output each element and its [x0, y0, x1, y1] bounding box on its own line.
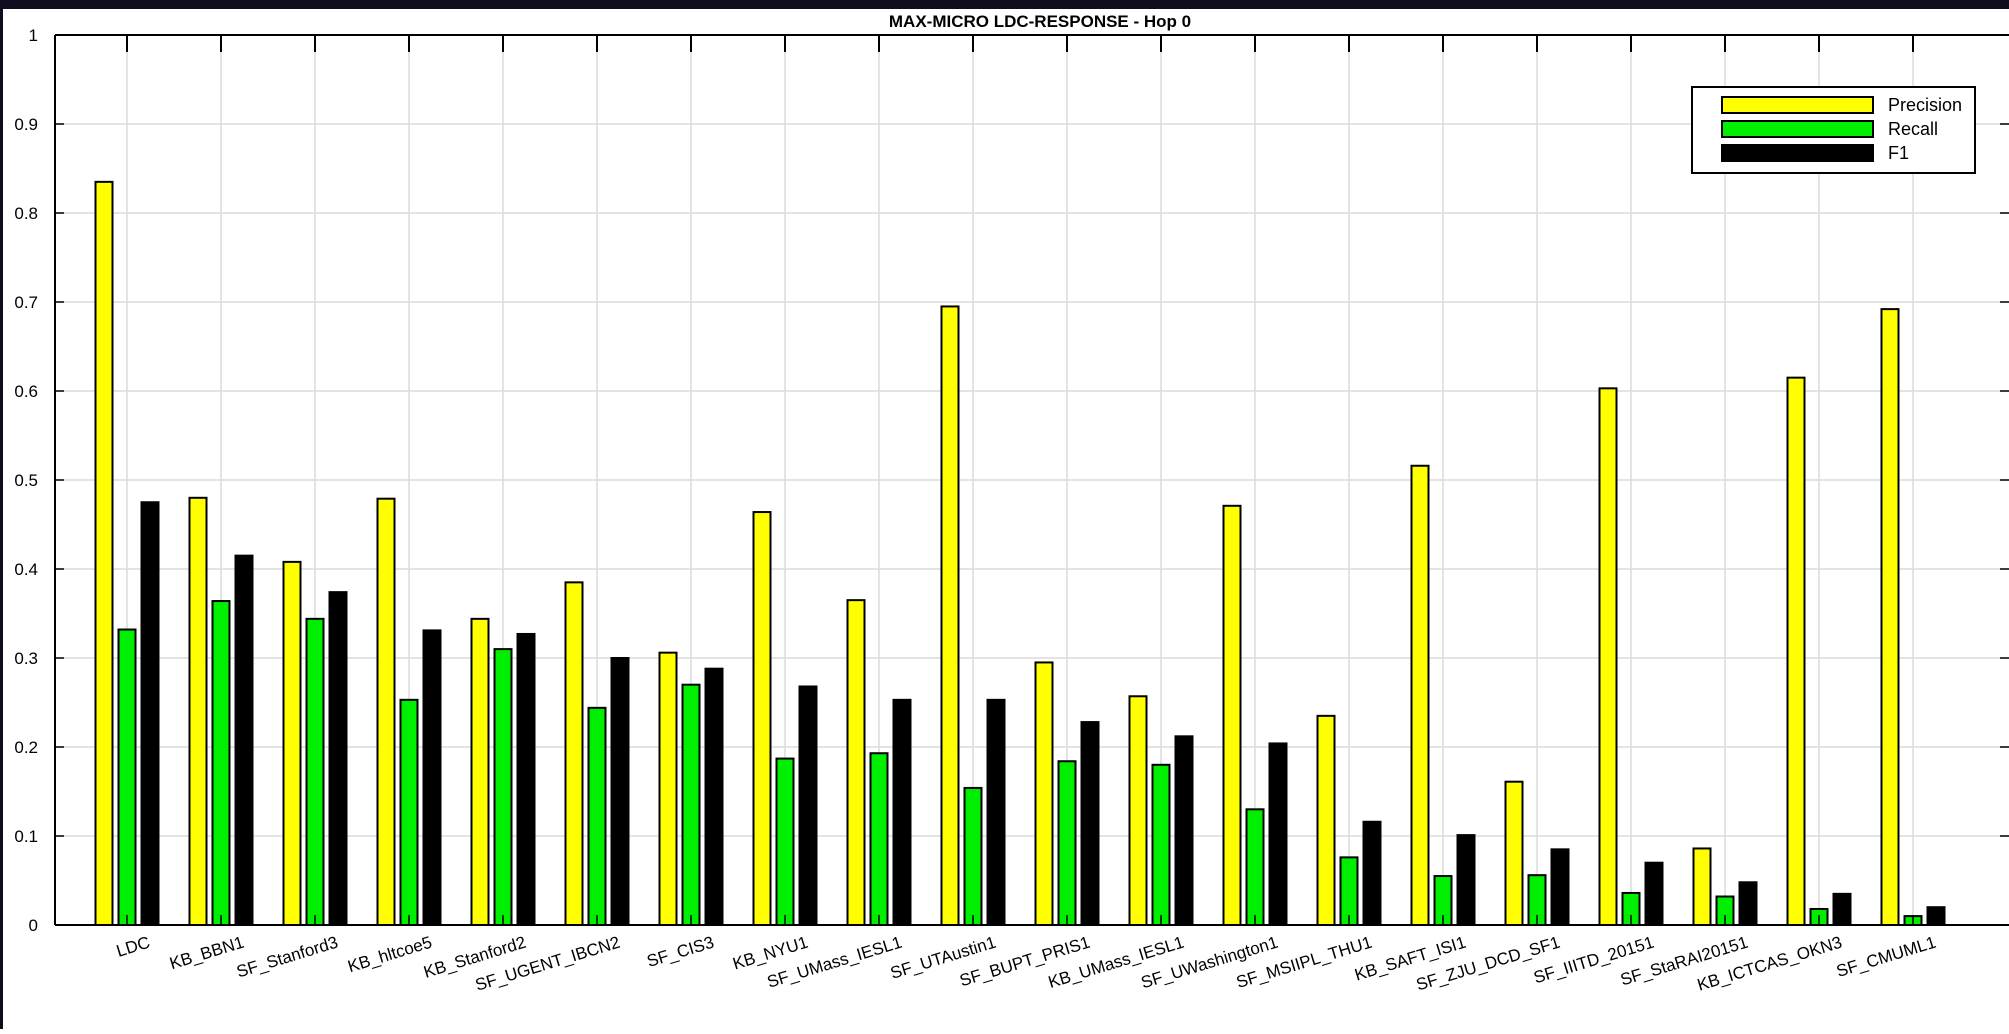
- bar-f1: [1080, 721, 1100, 927]
- bar-precision: [1034, 661, 1054, 926]
- legend-label-precision: Precision: [1888, 95, 1962, 115]
- bar-recall: [1057, 760, 1077, 926]
- bar-precision: [564, 581, 584, 926]
- y-axis-ticks: 0 0.1 0.2 0.3 0.4 0.5 0.6 0.7 0.8 0.9 1: [14, 26, 2009, 935]
- bar-recall: [1151, 763, 1171, 926]
- legend-label-f1: F1: [1888, 143, 1909, 163]
- y-tick-label: 0.6: [14, 382, 38, 401]
- bar-recall: [775, 757, 795, 926]
- legend: Precision Recall F1: [1691, 86, 1976, 174]
- legend-swatch-recall: [1721, 120, 1874, 138]
- bar-recall: [869, 752, 889, 926]
- legend-swatch-f1: [1721, 144, 1874, 162]
- bar-recall: [117, 628, 137, 927]
- bar-f1: [986, 698, 1006, 927]
- bar-precision: [1880, 308, 1900, 926]
- bar-precision: [1598, 387, 1618, 926]
- bar-recall: [1245, 808, 1265, 926]
- bar-f1: [140, 501, 160, 926]
- bar-precision: [470, 617, 490, 927]
- bar-precision: [94, 180, 114, 927]
- window-left-edge: [0, 9, 3, 1029]
- bar-f1: [516, 632, 536, 926]
- bar-precision: [188, 496, 208, 926]
- bar-precision: [1222, 504, 1242, 926]
- bar-precision: [282, 560, 302, 926]
- bar-f1: [234, 554, 254, 927]
- bar-f1: [1174, 735, 1194, 926]
- bar-recall: [399, 698, 419, 927]
- bar-f1: [798, 685, 818, 926]
- y-tick-label: 0: [29, 916, 38, 935]
- bar-recall: [305, 617, 325, 927]
- bar-precision: [752, 511, 772, 926]
- legend-swatch-precision: [1721, 96, 1874, 114]
- y-tick-label: 0.5: [14, 471, 38, 490]
- bar-precision: [1786, 376, 1806, 926]
- bar-precision: [940, 305, 960, 926]
- y-tick-label: 0.1: [14, 827, 38, 846]
- bar-recall: [1339, 856, 1359, 926]
- bar-f1: [328, 591, 348, 926]
- bar-precision: [846, 599, 866, 927]
- y-tick-label: 0.4: [14, 560, 38, 579]
- bar-recall: [211, 600, 231, 926]
- bar-f1: [1644, 861, 1664, 927]
- bar-recall: [681, 683, 701, 927]
- bar-f1: [1362, 820, 1382, 927]
- bar-f1: [1832, 892, 1852, 926]
- y-tick-label: 0.8: [14, 204, 38, 223]
- bar-precision: [1128, 695, 1148, 927]
- bar-f1: [422, 629, 442, 926]
- bar-f1: [1268, 742, 1288, 926]
- legend-label-recall: Recall: [1888, 119, 1938, 139]
- bar-precision: [1410, 464, 1430, 926]
- chart-title: MAX-MICRO LDC-RESPONSE - Hop 0: [889, 12, 1191, 31]
- bar-precision: [658, 651, 678, 926]
- bar-recall: [963, 786, 983, 926]
- bar-precision: [1692, 847, 1712, 927]
- bar-recall: [587, 706, 607, 927]
- y-tick-label: 0.3: [14, 649, 38, 668]
- window-top-bar: [0, 0, 2009, 9]
- bar-f1: [1926, 906, 1946, 927]
- bar-precision: [1504, 780, 1524, 927]
- bar-f1: [704, 667, 724, 926]
- y-tick-label: 1: [29, 26, 38, 45]
- bar-f1: [892, 698, 912, 927]
- bar-precision: [1316, 714, 1336, 926]
- y-tick-label: 0.2: [14, 738, 38, 757]
- y-tick-label: 0.7: [14, 293, 38, 312]
- bar-f1: [1456, 834, 1476, 926]
- bar-precision: [376, 497, 396, 926]
- bar-recall: [493, 648, 513, 926]
- bar-f1: [1738, 881, 1758, 927]
- y-tick-label: 0.9: [14, 115, 38, 134]
- bar-f1: [610, 657, 630, 926]
- bar-f1: [1550, 848, 1570, 926]
